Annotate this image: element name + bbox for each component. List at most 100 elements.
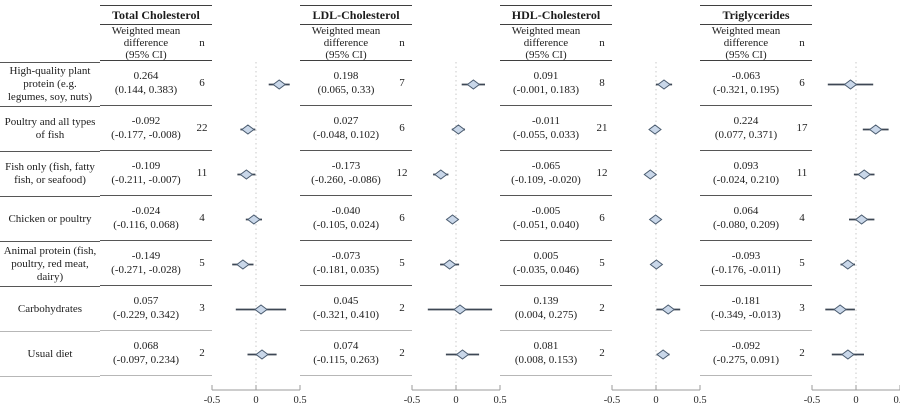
wmd-header-line: (95% CI) — [525, 48, 567, 61]
estimate-cell: 0.264 (0.144, 0.383) — [100, 61, 192, 105]
ci-value: (-0.035, 0.046) — [513, 264, 579, 276]
wmd-header-line: difference — [123, 36, 169, 49]
point-estimate-diamond — [661, 304, 676, 315]
table-row: 0.198 (0.065, 0.33) 7 — [300, 61, 412, 106]
row-label-column: High-quality plant protein (e.g. legumes… — [0, 0, 100, 414]
ci-value: (-0.177, -0.008) — [111, 129, 181, 141]
estimate-cell: 0.139 (0.004, 0.275) — [500, 286, 592, 330]
ci-value: (-0.051, 0.040) — [513, 219, 579, 231]
ci-value: (-0.115, 0.263) — [313, 354, 379, 366]
wmd-header-line: (95% CI) — [125, 48, 167, 61]
point-estimate-diamond — [840, 259, 855, 270]
n-value: 6 — [399, 122, 405, 134]
n-value: 11 — [796, 167, 808, 179]
estimate-value: 0.224 — [733, 115, 759, 127]
table-row: -0.092 (-0.177, -0.008) 22 — [100, 106, 212, 151]
panel-title: Triglycerides — [700, 5, 812, 25]
x-axis-tick-label: 0.5 — [693, 395, 706, 406]
panel: HDL-Cholesterol Weighted mean difference (9… — [500, 0, 707, 414]
point-estimate-diamond — [442, 259, 457, 270]
wmd-header-line: difference — [323, 36, 369, 49]
n-value: 2 — [399, 347, 405, 359]
ci-value: (-0.181, 0.035) — [313, 264, 379, 276]
n-value: 12 — [596, 167, 608, 179]
point-estimate-diamond — [433, 169, 448, 180]
ci-value: (-0.271, -0.028) — [111, 264, 181, 276]
n-value: 5 — [399, 257, 405, 269]
estimate-value: -0.092 — [131, 115, 161, 127]
point-estimate-diamond — [241, 124, 255, 135]
n-value: 11 — [196, 167, 208, 179]
point-estimate-diamond — [857, 169, 872, 180]
n-value: 3 — [799, 302, 805, 314]
point-estimate-diamond — [255, 349, 269, 360]
table-row: -0.011 (-0.055, 0.033) 21 — [500, 106, 612, 151]
table-row: 0.057 (-0.229, 0.342) 3 — [100, 286, 212, 331]
ci-value: (-0.275, 0.091) — [713, 354, 779, 366]
wmd-header-line: Weighted mean — [111, 24, 181, 37]
wmd-header-line: Weighted mean — [711, 24, 781, 37]
estimate-value: -0.005 — [531, 205, 561, 217]
ci-value: (-0.080, 0.209) — [713, 219, 779, 231]
n-value: 6 — [399, 212, 405, 224]
forest-plot: -0.5 0 0.5 — [804, 0, 900, 414]
row-label: Usual diet — [0, 332, 100, 377]
point-estimate-diamond — [643, 169, 658, 180]
point-estimate-diamond — [451, 124, 466, 135]
point-estimate-diamond — [648, 124, 662, 135]
n-value: 5 — [599, 257, 605, 269]
estimate-cell: 0.081 (0.008, 0.153) — [500, 331, 592, 375]
panel-table: HDL-Cholesterol Weighted mean difference (9… — [500, 0, 612, 414]
estimate-cell: 0.057 (-0.229, 0.342) — [100, 286, 192, 330]
ci-value: (-0.055, 0.033) — [513, 129, 579, 141]
estimate-cell: 0.064 (-0.080, 0.209) — [700, 196, 792, 240]
estimate-cell: -0.181 (-0.349, -0.013) — [700, 286, 792, 330]
table-row: 0.005 (-0.035, 0.046) 5 — [500, 241, 612, 286]
estimate-value: -0.040 — [331, 205, 361, 217]
estimate-value: 0.074 — [333, 340, 359, 352]
estimate-value: 0.045 — [333, 295, 359, 307]
n-value: 7 — [399, 77, 405, 89]
estimate-value: 0.093 — [733, 160, 759, 172]
estimate-value: -0.093 — [731, 250, 761, 262]
ci-value: (-0.109, -0.020) — [511, 174, 581, 186]
forest-plot: -0.5 0 0.5 — [204, 0, 307, 414]
n-value: 22 — [196, 122, 208, 134]
point-estimate-diamond — [833, 304, 847, 315]
ci-value: (-0.097, 0.234) — [113, 354, 179, 366]
point-estimate-diamond — [656, 349, 670, 360]
table-row: -0.093 (-0.176, -0.011) 5 — [700, 241, 812, 286]
x-axis-tick-label: -0.5 — [804, 395, 821, 406]
ci-value: (-0.211, -0.007) — [111, 174, 181, 186]
wmd-header-line: difference — [523, 36, 569, 49]
n-value: 12 — [396, 167, 408, 179]
estimate-value: 0.057 — [133, 295, 159, 307]
x-axis-tick-label: 0 — [653, 395, 658, 406]
estimate-cell: -0.024 (-0.116, 0.068) — [100, 196, 192, 240]
estimate-cell: -0.092 (-0.275, 0.091) — [700, 331, 792, 375]
n-value: 5 — [199, 257, 205, 269]
estimate-cell: 0.198 (0.065, 0.33) — [300, 61, 392, 105]
estimate-value: 0.027 — [333, 115, 359, 127]
ci-value: (-0.321, 0.410) — [313, 309, 379, 321]
wmd-header-line: difference — [723, 36, 769, 49]
estimate-cell: -0.063 (-0.321, 0.195) — [700, 61, 792, 105]
estimate-value: 0.091 — [533, 70, 559, 82]
ci-value: (-0.176, -0.011) — [711, 264, 781, 276]
x-axis-tick-label: 0.5 — [893, 395, 900, 406]
estimate-value: 0.068 — [133, 340, 159, 352]
table-row: 0.224 (0.077, 0.371) 17 — [700, 106, 812, 151]
row-label: High-quality plant protein (e.g. legumes… — [0, 62, 100, 107]
table-row: 0.091 (-0.001, 0.183) 8 — [500, 61, 612, 106]
table-row: 0.093 (-0.024, 0.210) 11 — [700, 151, 812, 196]
estimate-cell: 0.091 (-0.001, 0.183) — [500, 61, 592, 105]
estimate-value: -0.024 — [131, 205, 161, 217]
point-estimate-diamond — [843, 79, 858, 90]
estimate-value: -0.063 — [731, 70, 761, 82]
estimate-cell: -0.109 (-0.211, -0.007) — [100, 151, 192, 195]
table-row: -0.149 (-0.271, -0.028) 5 — [100, 241, 212, 286]
wmd-header-line: Weighted mean — [311, 24, 381, 37]
ci-value: (-0.260, -0.086) — [311, 174, 381, 186]
estimate-cell: 0.074 (-0.115, 0.263) — [300, 331, 392, 375]
table-row: 0.264 (0.144, 0.383) 6 — [100, 61, 212, 106]
